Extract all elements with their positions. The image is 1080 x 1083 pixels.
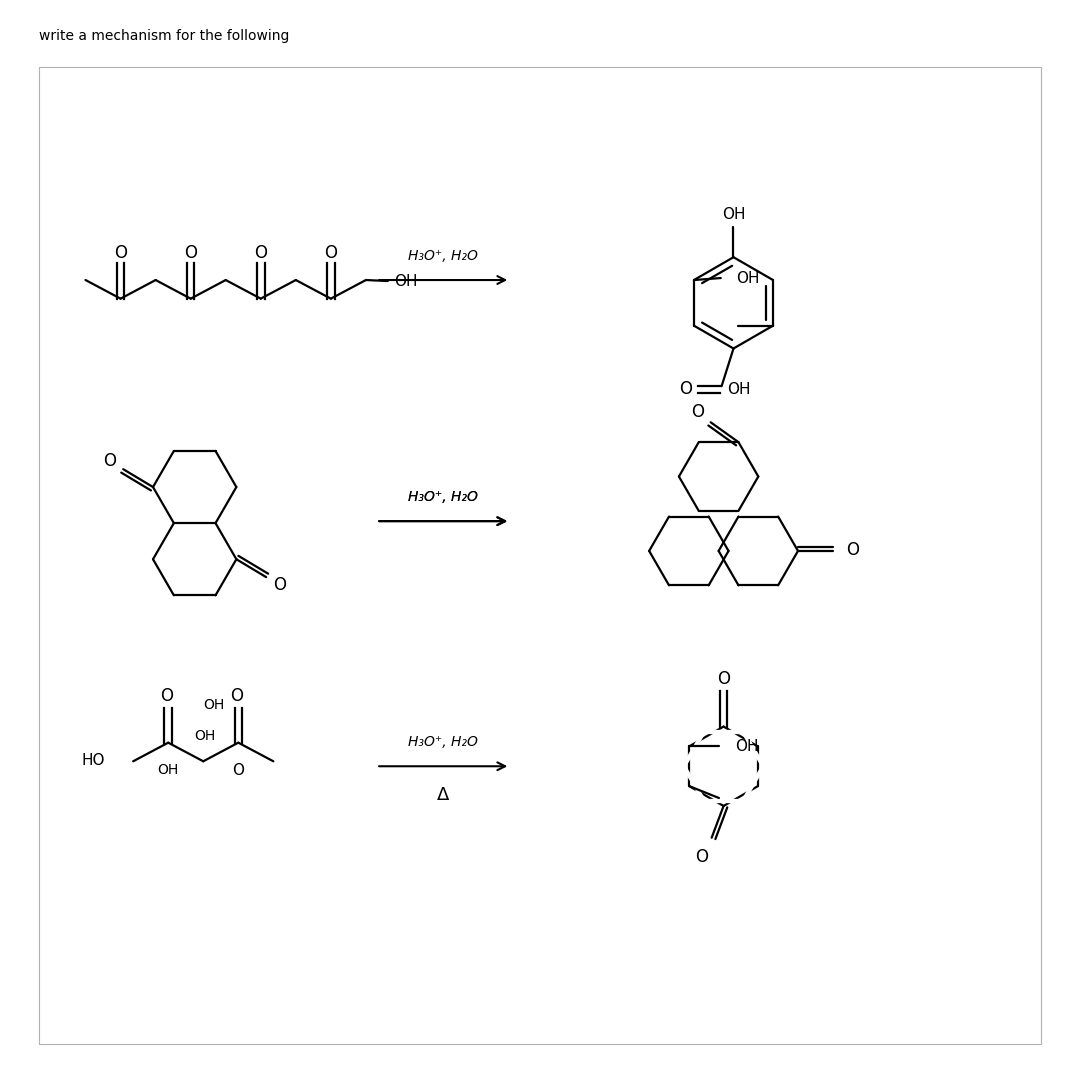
Text: O: O	[273, 576, 286, 595]
Text: H₃O⁺, H₂O: H₃O⁺, H₂O	[408, 491, 478, 505]
Text: O: O	[254, 244, 267, 262]
Text: OH: OH	[158, 762, 179, 777]
Text: O: O	[160, 687, 173, 705]
Text: O: O	[230, 687, 243, 705]
Text: H₃O⁺, H₂O: H₃O⁺, H₂O	[408, 249, 478, 263]
Text: H₃O⁺, H₂O: H₃O⁺, H₂O	[408, 735, 478, 749]
Text: O: O	[103, 453, 116, 470]
Text: O: O	[324, 244, 337, 262]
Text: O: O	[691, 403, 704, 421]
Text: OH: OH	[728, 382, 751, 396]
Text: OH: OH	[194, 730, 216, 743]
Text: O: O	[717, 670, 730, 688]
Text: O: O	[847, 540, 860, 559]
Text: OH: OH	[721, 207, 745, 222]
Text: OH: OH	[394, 274, 417, 288]
Text: OH: OH	[203, 697, 225, 712]
Text: O: O	[185, 244, 198, 262]
Text: O: O	[114, 244, 127, 262]
Text: OH: OH	[735, 271, 759, 286]
Text: O: O	[696, 848, 708, 865]
Text: Δ: Δ	[437, 786, 449, 804]
Text: O: O	[679, 380, 692, 399]
Text: O: O	[232, 762, 244, 778]
Text: HO: HO	[82, 753, 106, 768]
Text: H₃O⁺, H₂O: H₃O⁺, H₂O	[408, 491, 478, 505]
Text: write a mechanism for the following: write a mechanism for the following	[39, 29, 289, 43]
Text: OH: OH	[734, 739, 758, 754]
